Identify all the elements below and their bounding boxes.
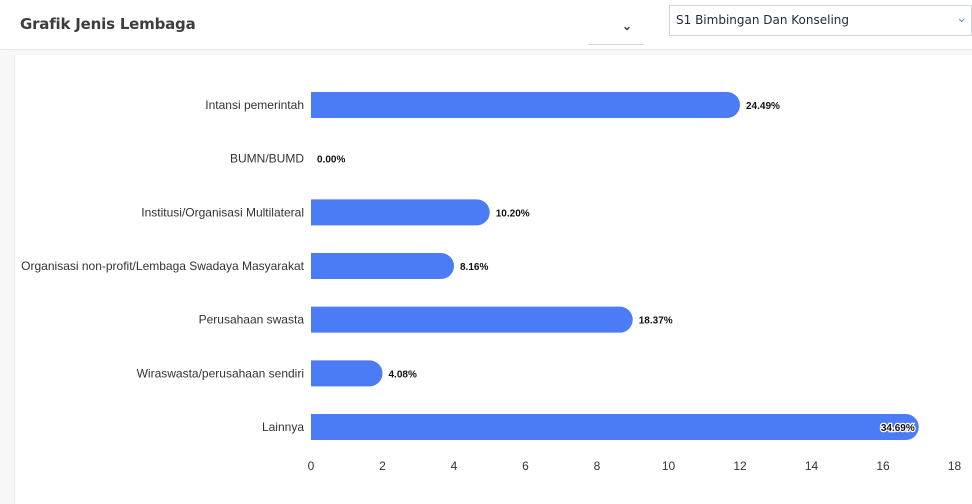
- category-label: Lainnya: [262, 420, 304, 434]
- bar: [311, 92, 740, 118]
- bar-chart: Intansi pemerintah 24.49% BUMN/BUMD 0.00% In…: [21, 92, 962, 473]
- filter-dropdown[interactable]: ⌄: [588, 10, 644, 45]
- program-select-value: S1 Bimbingan Dan Konseling: [676, 13, 850, 27]
- category-label: Perusahaan swasta: [199, 313, 305, 327]
- data-label: 24.49%: [746, 101, 780, 112]
- x-tick-label: 2: [379, 459, 386, 473]
- category-label: Institusi/Organisasi Multilateral: [141, 205, 304, 219]
- chart-card: Intansi pemerintah 24.49% BUMN/BUMD 0.00% In…: [14, 55, 972, 504]
- x-tick-label: 12: [733, 459, 747, 473]
- bar: [311, 306, 633, 333]
- data-label: 8.16%: [460, 262, 488, 273]
- bar: [311, 253, 455, 280]
- data-label: 4.08%: [389, 369, 417, 380]
- chevron-down-icon: ⌄: [622, 19, 633, 33]
- bar: [311, 199, 490, 226]
- bar: [311, 360, 383, 387]
- x-tick-label: 0: [308, 459, 315, 473]
- x-tick-label: 4: [451, 459, 458, 473]
- x-tick-label: 18: [948, 459, 962, 473]
- bar: [311, 414, 919, 441]
- program-select[interactable]: S1 Bimbingan Dan Konseling ⌄: [669, 5, 972, 36]
- page-header: Grafik Jenis Lembaga ⌄ S1 Bimbingan Dan …: [0, 0, 972, 50]
- category-label: BUMN/BUMD: [230, 152, 304, 166]
- data-label: 10.20%: [496, 208, 530, 219]
- x-tick-label: 6: [522, 459, 529, 473]
- x-tick-label: 16: [876, 459, 890, 473]
- x-tick-label: 14: [805, 459, 819, 473]
- page-title: Grafik Jenis Lembaga: [20, 15, 196, 33]
- data-label: 18.37%: [639, 316, 673, 327]
- category-label: Intansi pemerintah: [205, 98, 304, 112]
- category-label: Wiraswasta/perusahaan sendiri: [137, 366, 304, 380]
- data-label: 34.69%: [881, 423, 915, 434]
- x-tick-label: 8: [594, 459, 601, 473]
- x-tick-label: 10: [662, 459, 676, 473]
- category-label: Organisasi non-profit/Lembaga Swadaya Ma…: [21, 259, 304, 273]
- chevron-down-icon: ⌄: [956, 10, 967, 25]
- data-label: 0.00%: [317, 155, 345, 166]
